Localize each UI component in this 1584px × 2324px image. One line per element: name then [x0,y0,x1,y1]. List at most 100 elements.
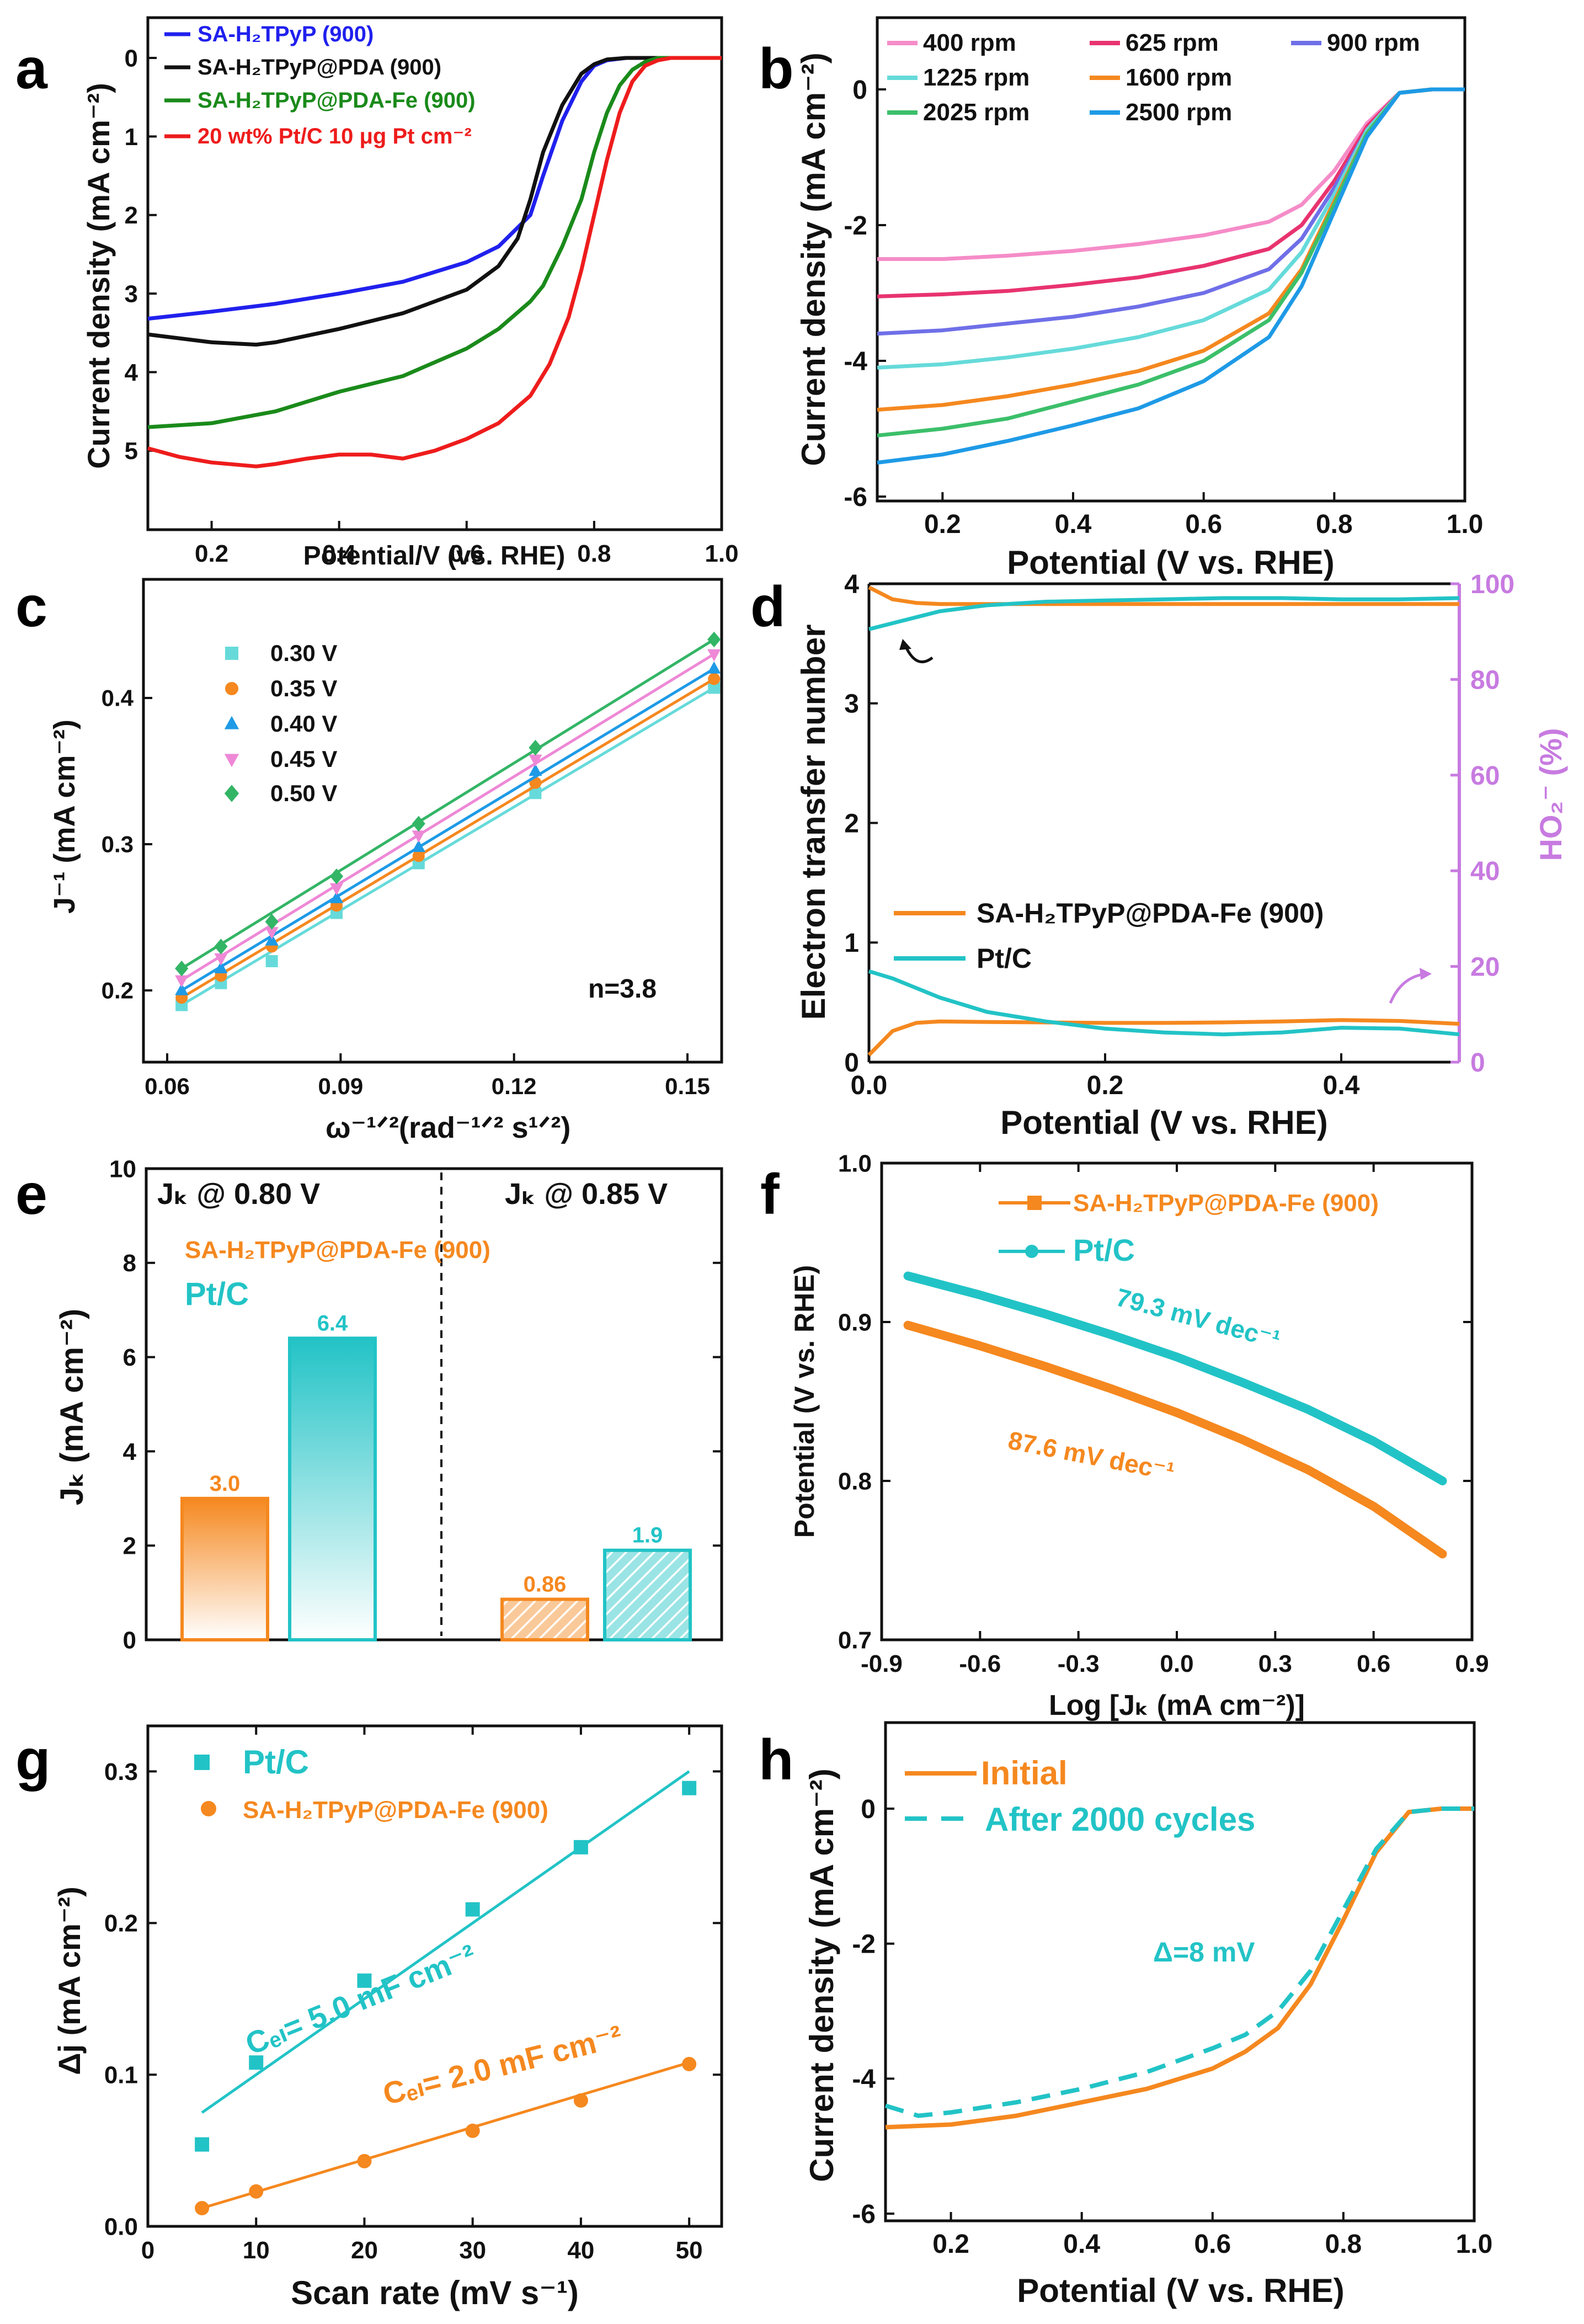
x-tick-label-h: 0.6 [1194,2230,1231,2259]
data-point-g [573,1840,588,1854]
y-tick-label-g: 0.2 [104,1910,138,1937]
y-tick-label-a: 3 [125,280,138,307]
y-tick-label-c: 0.3 [102,831,134,857]
x-tick-label-d: 0.2 [1087,1071,1124,1100]
y-tick-label-f: 0.9 [838,1309,872,1336]
data-point-g [682,1781,697,1795]
y-tick-label-g: 0.3 [104,1758,138,1785]
data-point-c [214,939,228,955]
legend-label-d: SA-H₂TPyP@PDA-Fe (900) [977,898,1324,929]
panel-letter-f: f [760,1163,780,1227]
arrowhead-icon [899,639,911,650]
panel-letter-c: c [15,575,47,639]
x-tick-label-b: 1.0 [1447,510,1484,539]
data-point-g [357,2154,372,2168]
series-line-a-2 [147,56,722,429]
y-tick-label-e: 0 [123,1627,136,1654]
slope-label-f: 87.6 mV dec⁻¹ [1006,1426,1177,1486]
bar-e-0-0 [180,1496,269,1642]
series-line-b-3 [877,87,1465,370]
series-line-d-1 [868,596,1460,631]
data-point-c [329,891,344,903]
data-point-c [412,830,425,843]
y-axis-label-h: Current density (mA cm⁻²) [803,1768,840,2182]
panel-h: 0.2 0.4 0.6 0.8 1.0 0 -2 -4 -6 Initial After 2000 … [803,1721,1492,2309]
x-axis-label-g: Scan rate (mV s⁻¹) [291,2274,579,2311]
y-tick-label-a: 5 [125,438,138,465]
legend-label-c: 0.45 V [270,746,337,772]
x-tick-label-g: 10 [243,2237,270,2264]
y2-tick-label-d: 60 [1470,761,1500,791]
bar-value-label-e: 3.0 [210,1472,241,1496]
y-tick-label-d: 0 [844,1048,859,1078]
series-line-a-1 [147,56,722,347]
legend-label-b: 2025 rpm [923,99,1030,126]
plot-frame-c [142,578,723,1064]
data-point-g [465,1902,480,1917]
x-axis-label-h: Potential (V vs. RHE) [1017,2272,1344,2309]
data-point-c [214,961,228,974]
x-tick-label-a: 0.4 [322,540,356,567]
x-tick-label-f: 0.3 [1258,1650,1292,1677]
legend-label-c: 0.50 V [270,780,337,806]
series-line-f-1 [903,1271,1447,1485]
y-tick-label-e: 8 [123,1250,136,1277]
series-line-h-1 [884,1806,1474,2118]
x-tick-label-d: 0.0 [851,1071,888,1100]
data-point-c [707,649,721,662]
legend-label-h: Initial [981,1755,1068,1792]
x-tick-label-f: -0.6 [959,1650,1001,1677]
legend-label-b: 2500 rpm [1126,99,1232,126]
data-point-c [175,975,189,988]
panel-letter-h: h [759,1728,794,1792]
y-tick-label-h: -6 [852,2200,876,2229]
x-tick-label-a: 0.8 [577,540,611,567]
y-tick-label-h: 0 [861,1795,876,1824]
series-line-b-5 [877,87,1465,438]
y-tick-label-f: 0.8 [838,1468,872,1495]
series-line-h-0 [885,1806,1474,2130]
y-tick-label-b: -2 [844,211,867,241]
legend-label-c: 0.40 V [270,711,337,737]
x-tick-label-c: 0.06 [145,1073,190,1099]
panel-letter-g: g [15,1728,51,1792]
y-tick-label-d: 1 [844,929,859,958]
legend-label-b: 1600 rpm [1126,64,1232,91]
series-line-d-2 [867,1018,1460,1057]
series-line-b-6 [877,87,1465,465]
data-point-c [175,960,189,977]
data-point-c [708,673,721,685]
x-tick-label-b: 0.2 [924,510,961,539]
data-point-g [249,2184,264,2199]
legend-label-b: 1225 rpm [923,64,1030,91]
legend-marker-g [194,1755,210,1770]
fit-line-g-1 [201,2061,690,2210]
arrowhead-icon [1420,968,1432,980]
panel-letter-a: a [15,37,48,101]
plot-frame-e [145,1167,723,1641]
legend-label-a: SA-H₂TPyP (900) [198,22,374,46]
panel-f: -0.9 -0.6 -0.3 0.0 0.3 0.6 0.9 0.7 0.8 0.9 1.0 SA-H… [789,1150,1489,1721]
legend-label-g: SA-H₂TPyP@PDA-Fe (900) [243,1797,548,1824]
legend-label-f: Pt/C [1073,1233,1135,1267]
legend-label-a: SA-H₂TPyP@PDA (900) [198,55,441,79]
legend-marker-c [225,647,238,660]
y-tick-label-b: 0 [852,76,867,105]
data-point-g [682,2056,697,2071]
capacitance-label-g: Cₑₗ= 2.0 mF cm⁻² [380,2018,626,2112]
x-tick-label-c: 0.12 [492,1073,537,1099]
data-point-c [529,754,542,767]
x-tick-label-a: 0.2 [195,540,228,567]
annotation-delta-h: Δ=8 mV [1153,1937,1255,1968]
x-tick-label-g: 0 [141,2237,154,2264]
x-tick-label-f: 0.9 [1455,1650,1489,1677]
legend-label-a: SA-H₂TPyP@PDA-Fe (900) [198,88,476,113]
y-tick-label-c: 0.4 [102,685,134,711]
y-tick-label-h: -2 [852,1929,876,1959]
legend-marker-f [1025,1245,1038,1258]
annotation-n-c: n=3.8 [588,974,657,1004]
plot-frame-a [146,16,723,531]
capacitance-label-g: Cₑₗ= 5.0 mF cm⁻² [241,1937,481,2061]
group-label-e: Jₖ @ 0.80 V [157,1177,320,1211]
